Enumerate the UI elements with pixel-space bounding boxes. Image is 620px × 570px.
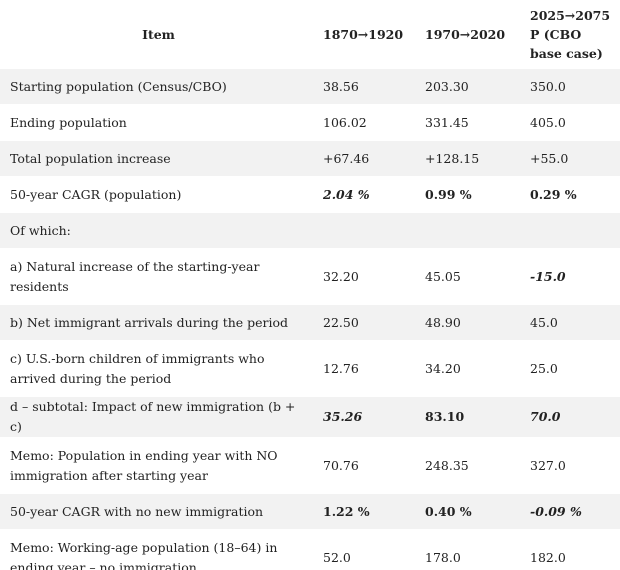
value-cell: 0.99 %	[415, 176, 520, 213]
table-row: Ending population 106.02 331.45 405.0	[0, 104, 620, 141]
value-cell: 45.05	[415, 248, 520, 305]
value-cell: 203.30	[415, 68, 520, 105]
value-cell: +67.46	[313, 140, 415, 177]
table-row: Total population increase +67.46 +128.15 +5…	[0, 140, 620, 177]
value-cell: 52.0	[313, 529, 415, 570]
row-label: d – subtotal: Impact of new immigration …	[0, 396, 313, 438]
value-cell: +128.15	[415, 140, 520, 177]
row-label: Memo: Working-age population (18–64) in …	[0, 529, 313, 570]
value-cell: 327.0	[520, 437, 620, 494]
row-label: Ending population	[0, 104, 313, 141]
value-cell: 48.90	[415, 304, 520, 341]
row-label: c) U.S.-born children of immigrants who …	[0, 340, 313, 397]
table-row: 50-year CAGR (population) 2.04 % 0.99 % 0.2…	[0, 176, 620, 213]
table-row: 50-year CAGR with no new immigration 1.22…	[0, 493, 620, 530]
value-cell: 38.56	[313, 68, 415, 105]
table-row: Memo: Working-age population (18–64) in …	[0, 529, 620, 570]
table-row: c) U.S.-born children of immigrants who …	[0, 340, 620, 397]
row-label: Total population increase	[0, 140, 313, 177]
value-cell: -15.0	[520, 248, 620, 305]
row-label: Starting population (Census/CBO)	[0, 68, 313, 105]
value-cell: 25.0	[520, 340, 620, 397]
row-label: a) Natural increase of the starting-year…	[0, 248, 313, 305]
value-cell: 35.26	[313, 396, 415, 438]
value-cell: 405.0	[520, 104, 620, 141]
header-cell: 1870→1920	[323, 26, 404, 42]
value-cell: -0.09 %	[520, 493, 620, 530]
value-cell: 45.0	[520, 304, 620, 341]
value-cell: 331.45	[415, 104, 520, 141]
value-cell: 32.20	[313, 248, 415, 305]
value-cell: 2.04 %	[313, 176, 415, 213]
value-cell: 70.76	[313, 437, 415, 494]
value-cell: 248.35	[415, 437, 520, 494]
row-label: 50-year CAGR with no new immigration	[0, 493, 313, 530]
value-cell: 106.02	[313, 104, 415, 141]
row-label: Memo: Population in ending year with NO …	[0, 437, 313, 494]
value-cell: 12.76	[313, 340, 415, 397]
table-row: Starting population (Census/CBO) 38.56 203…	[0, 68, 620, 105]
value-cell	[520, 212, 620, 249]
value-cell: 182.0	[520, 529, 620, 570]
value-cell: 0.40 %	[415, 493, 520, 530]
table-row: Memo: Population in ending year with NO …	[0, 437, 620, 494]
header-cell: Item	[142, 26, 175, 42]
value-cell: 350.0	[520, 68, 620, 105]
header-cell: 1970→2020	[425, 26, 506, 42]
value-cell: 70.0	[520, 396, 620, 438]
table-row: d – subtotal: Impact of new immigration …	[0, 396, 620, 438]
value-cell: 1.22 %	[313, 493, 415, 530]
table-row: a) Natural increase of the starting-year…	[0, 248, 620, 305]
row-label: 50-year CAGR (population)	[0, 176, 313, 213]
value-cell	[313, 212, 415, 249]
row-label: b) Net immigrant arrivals during the per…	[0, 304, 313, 341]
value-cell: 83.10	[415, 396, 520, 438]
table-row: Of which:	[0, 212, 620, 249]
value-cell: 22.50	[313, 304, 415, 341]
table-row: b) Net immigrant arrivals during the per…	[0, 304, 620, 341]
value-cell: 0.29 %	[520, 176, 620, 213]
value-cell: +55.0	[520, 140, 620, 177]
value-cell	[415, 212, 520, 249]
value-cell: 34.20	[415, 340, 520, 397]
value-cell: 178.0	[415, 529, 520, 570]
row-label: Of which:	[0, 212, 313, 249]
header-cell: 2025→2075 P (CBO base case)	[530, 7, 611, 61]
